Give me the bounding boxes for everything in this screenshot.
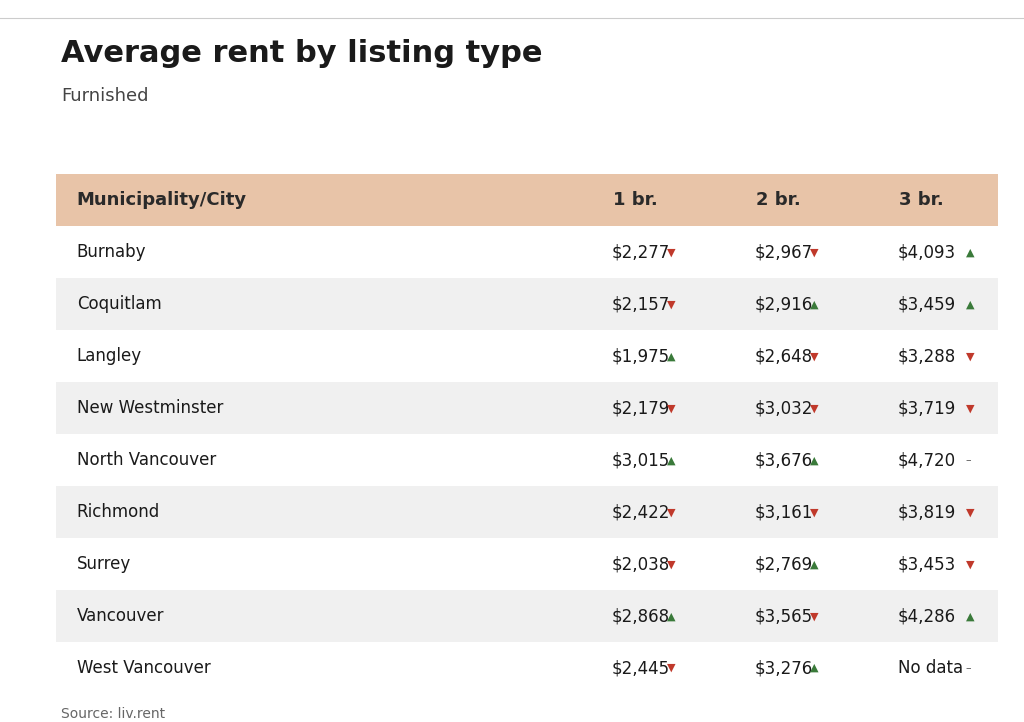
Text: $3,161: $3,161 [755,503,813,521]
Bar [56,486,998,538]
Text: 3 br.: 3 br. [899,191,944,209]
Bar [56,642,998,694]
Text: ▲: ▲ [810,559,818,569]
Text: ▼: ▼ [810,508,818,517]
Text: ▼: ▼ [667,300,675,309]
Bar [56,331,998,382]
Text: Municipality/City: Municipality/City [77,191,247,209]
Text: ▲: ▲ [966,248,974,257]
Text: Langley: Langley [77,347,142,365]
Text: ▼: ▼ [667,663,675,673]
Text: $3,459: $3,459 [898,295,956,313]
Text: North Vancouver: North Vancouver [77,451,216,469]
Text: ▲: ▲ [667,456,675,465]
Bar [56,382,998,434]
Text: ▼: ▼ [966,404,974,413]
Text: Source: liv.rent: Source: liv.rent [61,707,166,721]
Text: $2,422: $2,422 [611,503,670,521]
Text: Furnished: Furnished [61,87,148,105]
Text: Vancouver: Vancouver [77,607,164,625]
Text: $2,038: $2,038 [611,555,670,573]
Text: ▼: ▼ [810,404,818,413]
Text: West Vancouver: West Vancouver [77,659,211,677]
Text: $2,868: $2,868 [611,607,670,625]
Text: No data: No data [898,659,964,677]
Text: $4,093: $4,093 [898,243,956,261]
Text: $2,648: $2,648 [755,347,813,365]
Bar [56,434,998,486]
Text: New Westminster: New Westminster [77,399,223,417]
Text: $3,676: $3,676 [755,451,813,469]
Bar [56,227,998,279]
Text: ▼: ▼ [966,508,974,517]
Text: –: – [966,663,971,673]
Bar [56,590,998,642]
Text: ▼: ▼ [966,352,974,361]
Text: Burnaby: Burnaby [77,243,146,261]
Text: ▼: ▼ [667,508,675,517]
Bar [56,175,998,227]
Text: ▲: ▲ [810,300,818,309]
Text: $1,975: $1,975 [611,347,670,365]
Text: ▼: ▼ [810,611,818,621]
Text: ▲: ▲ [966,611,974,621]
Text: $4,720: $4,720 [898,451,956,469]
Text: $2,277: $2,277 [611,243,670,261]
Text: $2,769: $2,769 [755,555,813,573]
Text: ▲: ▲ [966,300,974,309]
Text: Coquitlam: Coquitlam [77,295,162,313]
Text: ▲: ▲ [810,663,818,673]
Text: ▲: ▲ [810,456,818,465]
Text: ▼: ▼ [667,559,675,569]
Text: 2 br.: 2 br. [756,191,801,209]
Bar [56,538,998,590]
Text: $2,916: $2,916 [755,295,813,313]
Text: $3,565: $3,565 [755,607,813,625]
Text: $4,286: $4,286 [898,607,956,625]
Text: $3,015: $3,015 [611,451,670,469]
Text: $3,288: $3,288 [898,347,956,365]
Text: ▲: ▲ [667,352,675,361]
Text: $3,032: $3,032 [755,399,813,417]
Text: $2,445: $2,445 [611,659,670,677]
Text: 1 br.: 1 br. [612,191,657,209]
Text: ▼: ▼ [810,248,818,257]
Text: ▼: ▼ [667,404,675,413]
Bar [56,279,998,331]
Text: Richmond: Richmond [77,503,160,521]
Text: $2,967: $2,967 [755,243,813,261]
Text: $2,157: $2,157 [611,295,670,313]
Text: ▲: ▲ [667,611,675,621]
Text: –: – [966,456,971,465]
Text: Average rent by listing type: Average rent by listing type [61,39,543,68]
Text: $3,819: $3,819 [898,503,956,521]
Text: ▼: ▼ [667,248,675,257]
Text: ▼: ▼ [966,559,974,569]
Text: $3,453: $3,453 [898,555,956,573]
Text: ▼: ▼ [810,352,818,361]
Text: $2,179: $2,179 [611,399,670,417]
Text: $3,276: $3,276 [755,659,813,677]
Text: Surrey: Surrey [77,555,131,573]
Text: $3,719: $3,719 [898,399,956,417]
